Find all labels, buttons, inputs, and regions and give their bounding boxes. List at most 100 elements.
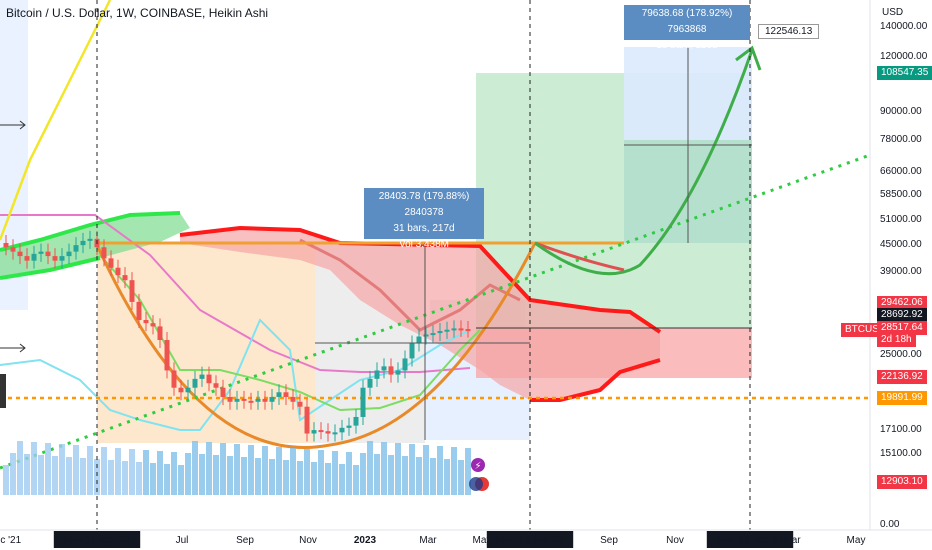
measure-1-line-3: Vol 3.438M bbox=[398, 239, 450, 250]
candle bbox=[353, 416, 359, 426]
volume-bar bbox=[136, 462, 142, 495]
y-tick-label: 45000.00 bbox=[880, 239, 922, 250]
candle bbox=[115, 267, 121, 276]
salmon-line bbox=[299, 238, 521, 332]
candle bbox=[31, 253, 37, 261]
volume-bar bbox=[185, 453, 191, 495]
volume-bar bbox=[213, 455, 219, 495]
candle bbox=[290, 396, 296, 402]
candle bbox=[297, 401, 303, 407]
candle bbox=[185, 387, 191, 393]
x-tick-label: Mon 19 Jun '23 bbox=[496, 535, 565, 546]
y-tick-label: 140000.00 bbox=[880, 21, 928, 32]
x-axis-ticks: ec '21MaMon 11 Apr '22JulSepNov2023MarMa… bbox=[0, 531, 865, 548]
candle bbox=[66, 251, 72, 257]
volume-bar bbox=[94, 459, 100, 495]
volume-bar bbox=[248, 445, 254, 495]
volume-bar bbox=[178, 465, 184, 495]
candle bbox=[374, 370, 380, 379]
y-tick-label: 78000.00 bbox=[880, 134, 922, 145]
candle bbox=[143, 319, 149, 324]
volume-bar bbox=[157, 451, 163, 495]
candle bbox=[136, 301, 142, 320]
volume-bar bbox=[220, 443, 226, 495]
measure-box-2[interactable]: 79638.68 (178.92%) 7963868 18 bars, 126d bbox=[624, 5, 750, 51]
candle bbox=[465, 329, 471, 332]
candle bbox=[164, 339, 170, 371]
volume-bar bbox=[465, 448, 471, 495]
volume-bar bbox=[332, 451, 338, 495]
candle bbox=[339, 427, 345, 433]
candle bbox=[388, 366, 394, 375]
candle bbox=[101, 247, 107, 259]
volume-bar bbox=[318, 450, 324, 495]
volume-bar bbox=[171, 452, 177, 495]
volume-bar bbox=[59, 444, 65, 495]
y-tick-label: 58500.00 bbox=[880, 189, 922, 200]
x-tick-box bbox=[53, 531, 141, 548]
price-badge: 22136.92 bbox=[877, 370, 927, 384]
candle bbox=[213, 383, 219, 388]
y-tick-label: 120000.00 bbox=[880, 51, 928, 62]
candle bbox=[171, 370, 177, 388]
volume-bar bbox=[45, 443, 51, 495]
candle bbox=[206, 374, 212, 384]
volume-bar bbox=[87, 446, 93, 495]
projection-up-arrow bbox=[735, 45, 762, 71]
projection-up bbox=[534, 49, 754, 276]
candle bbox=[52, 256, 58, 261]
projection-dip bbox=[534, 241, 625, 272]
price-badge: 19891.99 bbox=[877, 391, 927, 405]
candle bbox=[3, 243, 9, 248]
lightning-icon[interactable] bbox=[471, 458, 485, 472]
volume-bar bbox=[206, 442, 212, 495]
candle bbox=[248, 400, 254, 403]
volume-bar bbox=[80, 458, 86, 495]
x-tick-label: Nov bbox=[666, 535, 684, 546]
volume-bar bbox=[290, 448, 296, 495]
volume-bar bbox=[423, 445, 429, 495]
price-badge: 12903.10 bbox=[877, 475, 927, 489]
y-axis-ticks: 140000.00 120000.00 90000.00 78000.00 66000.… bbox=[880, 21, 928, 530]
candle bbox=[150, 323, 156, 327]
x-tick-label: Jul bbox=[176, 535, 189, 546]
volume-bar bbox=[367, 441, 373, 495]
candle bbox=[24, 256, 30, 261]
price-badge: 2d 18h bbox=[877, 333, 916, 347]
volume-bar bbox=[150, 463, 156, 495]
candle bbox=[430, 333, 436, 336]
volume-bar bbox=[241, 457, 247, 495]
cup-curve bbox=[95, 242, 537, 449]
volume-bar bbox=[255, 458, 261, 495]
measure-2-line-2: 18 bars, 126d bbox=[656, 40, 718, 51]
volume-bar bbox=[395, 443, 401, 495]
price-badge: 28692.92 bbox=[877, 308, 927, 322]
volume-bar bbox=[129, 449, 135, 495]
flag-icon-2[interactable] bbox=[469, 477, 483, 491]
candle bbox=[395, 370, 401, 375]
volume-bar bbox=[269, 459, 275, 495]
red-cloud-top bbox=[179, 225, 662, 334]
x-tick-label: ec '21 bbox=[0, 535, 22, 546]
volume-bar bbox=[437, 446, 443, 495]
volume-bar bbox=[381, 442, 387, 495]
candle bbox=[304, 406, 310, 434]
volume-bar bbox=[416, 457, 422, 495]
measure-box-1[interactable]: 28403.78 (179.88%) 2840378 31 bars, 217d… bbox=[364, 188, 484, 250]
chart-title: Bitcoin / U.S. Dollar, 1W, COINBASE, Hei… bbox=[6, 6, 269, 20]
candle bbox=[129, 280, 135, 302]
candle bbox=[73, 245, 79, 252]
candle bbox=[283, 392, 289, 397]
left-arrow-mid-head bbox=[19, 343, 26, 353]
candle bbox=[325, 431, 331, 434]
x-tick-label: Mar bbox=[783, 535, 801, 546]
candles bbox=[3, 230, 471, 442]
volume-bar bbox=[10, 453, 16, 495]
candle bbox=[241, 398, 247, 401]
target-label[interactable]: 122546.13 bbox=[758, 24, 820, 39]
volume-bar bbox=[283, 460, 289, 495]
candle bbox=[311, 430, 317, 434]
x-tick-label: Mon 22 Jan '24 bbox=[716, 535, 785, 546]
candle bbox=[381, 366, 387, 371]
